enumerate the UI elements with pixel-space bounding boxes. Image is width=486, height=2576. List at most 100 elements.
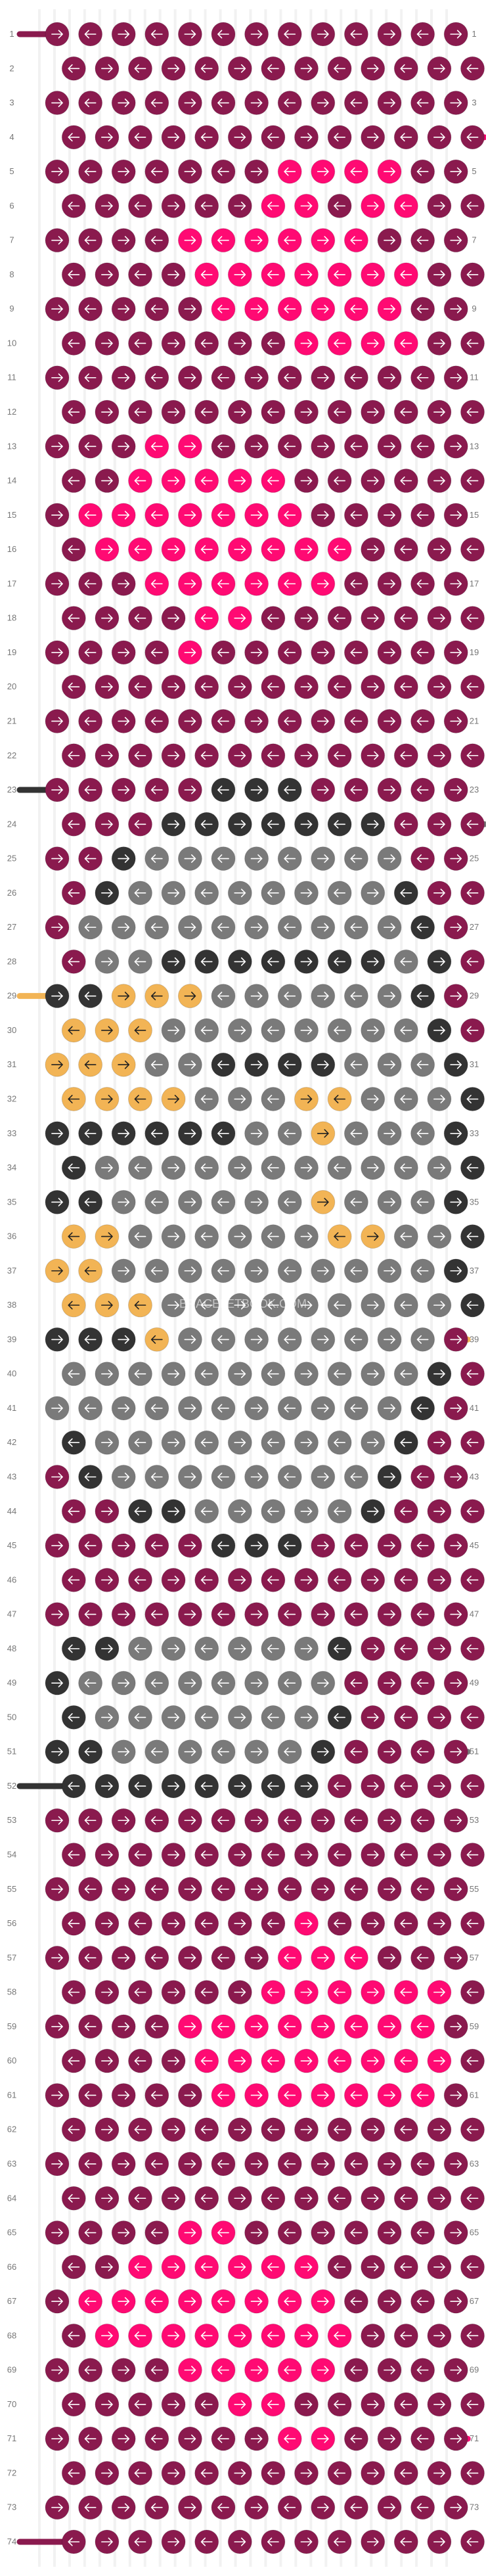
knot: [78, 2289, 103, 2314]
knot: [227, 2048, 252, 2073]
row-number-right: 25: [470, 854, 479, 863]
knot: [361, 2255, 386, 2280]
row-number-left: 11: [7, 373, 16, 382]
knot: [95, 674, 120, 699]
knot: [277, 708, 302, 733]
knot: [427, 125, 452, 150]
row-number-left: 32: [7, 1093, 16, 1103]
knot: [45, 777, 70, 802]
row-number-right: 7: [472, 235, 476, 245]
row-number-right: 11: [470, 373, 479, 382]
knot: [377, 2358, 402, 2383]
knot: [194, 537, 219, 562]
knot: [177, 2426, 202, 2451]
knot: [45, 159, 70, 184]
row-number-left: 14: [7, 476, 16, 486]
knot: [211, 2082, 236, 2107]
knot: [311, 1670, 336, 1695]
knot: [177, 1739, 202, 1764]
knot: [327, 537, 352, 562]
knot: [95, 1155, 120, 1180]
knot: [410, 1533, 435, 1558]
knot: [161, 1705, 186, 1730]
row-number-left: 65: [7, 2228, 16, 2238]
knot: [443, 2220, 468, 2245]
knot: [361, 1636, 386, 1661]
knot: [177, 434, 202, 459]
knot: [244, 1465, 269, 1490]
knot: [311, 22, 336, 47]
knot: [144, 1258, 169, 1283]
knot: [343, 91, 368, 116]
row-number-left: 34: [7, 1162, 16, 1172]
knot: [294, 262, 319, 287]
knot: [227, 1843, 252, 1868]
knot: [277, 2289, 302, 2314]
row-number-right: 71: [470, 2433, 479, 2443]
knot: [128, 2323, 152, 2348]
knot: [311, 1739, 336, 1764]
knot: [361, 1430, 386, 1455]
knot: [144, 1396, 169, 1421]
knot: [144, 2014, 169, 2039]
knot: [410, 1327, 435, 1352]
row-number-right: 67: [470, 2296, 479, 2306]
row-number-left: 17: [7, 578, 16, 588]
knot: [327, 1705, 352, 1730]
knot: [294, 331, 319, 356]
knot: [61, 1911, 86, 1936]
knot: [377, 296, 402, 321]
knot: [410, 1877, 435, 1902]
knot: [78, 915, 103, 940]
knot: [460, 881, 485, 906]
knot: [161, 2255, 186, 2280]
knot: [443, 159, 468, 184]
knot: [427, 1293, 452, 1318]
knot: [161, 1224, 186, 1249]
knot: [211, 984, 236, 1009]
knot: [343, 640, 368, 665]
knot: [377, 2014, 402, 2039]
knot: [211, 1258, 236, 1283]
knot: [177, 365, 202, 390]
knot: [443, 503, 468, 528]
knot: [443, 915, 468, 940]
knot: [194, 1636, 219, 1661]
knot: [311, 228, 336, 253]
knot: [227, 743, 252, 768]
knot: [194, 1567, 219, 1592]
knot: [211, 434, 236, 459]
knot: [377, 503, 402, 528]
row-number-left: 9: [9, 304, 14, 313]
row-number-right: 39: [470, 1334, 479, 1344]
row-number-left: 33: [7, 1128, 16, 1138]
knot: [294, 881, 319, 906]
knot: [45, 1465, 70, 1490]
knot: [327, 125, 352, 150]
knot: [377, 1052, 402, 1077]
row-number-left: 7: [9, 235, 14, 245]
knot: [393, 1224, 418, 1249]
row-number-left: 22: [7, 750, 16, 760]
knot: [194, 2460, 219, 2485]
knot: [61, 881, 86, 906]
knot: [45, 434, 70, 459]
knot: [443, 2358, 468, 2383]
knot: [128, 1774, 152, 1799]
knot: [161, 2392, 186, 2417]
knot: [227, 674, 252, 699]
knot: [361, 881, 386, 906]
knot: [128, 1430, 152, 1455]
knot: [244, 571, 269, 596]
knot: [261, 949, 286, 974]
knot: [45, 503, 70, 528]
knot: [460, 949, 485, 974]
knot: [244, 708, 269, 733]
knot: [61, 56, 86, 81]
knot: [128, 469, 152, 494]
knot: [111, 2289, 136, 2314]
knot: [261, 1636, 286, 1661]
knot: [443, 365, 468, 390]
knot: [410, 2426, 435, 2451]
knot: [393, 56, 418, 81]
